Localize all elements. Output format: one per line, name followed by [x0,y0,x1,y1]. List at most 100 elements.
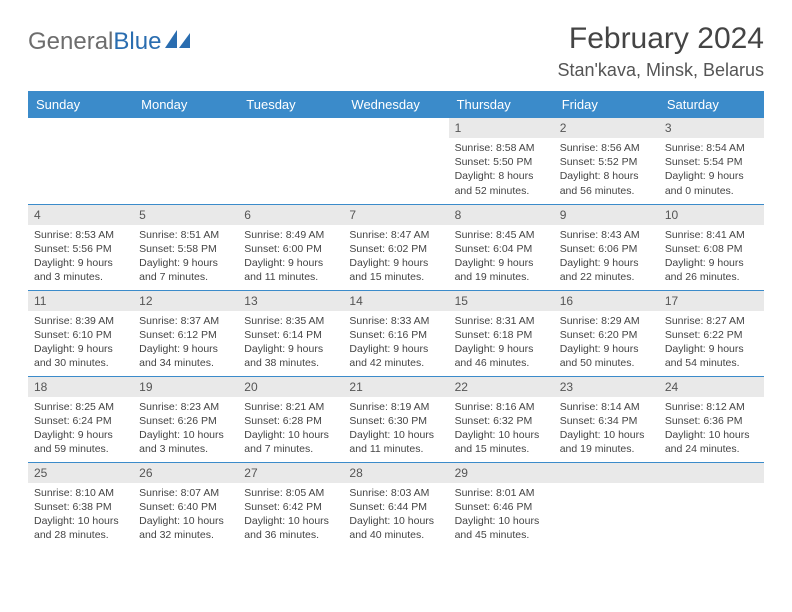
sunset-line: Sunset: 5:50 PM [455,155,548,169]
sunset-line: Sunset: 6:22 PM [665,328,758,342]
calendar-day: 13Sunrise: 8:35 AMSunset: 6:14 PMDayligh… [238,290,343,376]
sunset-line: Sunset: 6:10 PM [34,328,127,342]
sunrise-line: Sunrise: 8:49 AM [244,228,337,242]
day-details: Sunrise: 8:33 AMSunset: 6:16 PMDaylight:… [343,311,448,375]
sunset-line: Sunset: 6:14 PM [244,328,337,342]
daylight-line: Daylight: 9 hours and 30 minutes. [34,342,127,370]
day-details: Sunrise: 8:43 AMSunset: 6:06 PMDaylight:… [554,225,659,289]
day-number: 28 [343,463,448,483]
sunrise-line: Sunrise: 8:05 AM [244,486,337,500]
calendar-day: 23Sunrise: 8:14 AMSunset: 6:34 PMDayligh… [554,376,659,462]
day-details: Sunrise: 8:12 AMSunset: 6:36 PMDaylight:… [659,397,764,461]
daylight-line: Daylight: 8 hours and 56 minutes. [560,169,653,197]
day-details: Sunrise: 8:51 AMSunset: 5:58 PMDaylight:… [133,225,238,289]
weekday-header: Thursday [449,91,554,118]
sunrise-line: Sunrise: 8:56 AM [560,141,653,155]
weekday-header: Tuesday [238,91,343,118]
sunrise-line: Sunrise: 8:14 AM [560,400,653,414]
day-number: 16 [554,291,659,311]
sunset-line: Sunset: 6:28 PM [244,414,337,428]
day-number: 29 [449,463,554,483]
calendar-day: 21Sunrise: 8:19 AMSunset: 6:30 PMDayligh… [343,376,448,462]
sunset-line: Sunset: 6:46 PM [455,500,548,514]
day-details: Sunrise: 8:23 AMSunset: 6:26 PMDaylight:… [133,397,238,461]
day-number-empty [659,463,764,483]
sunrise-line: Sunrise: 8:16 AM [455,400,548,414]
calendar-day: 11Sunrise: 8:39 AMSunset: 6:10 PMDayligh… [28,290,133,376]
sunset-line: Sunset: 6:34 PM [560,414,653,428]
calendar-day: 9Sunrise: 8:43 AMSunset: 6:06 PMDaylight… [554,204,659,290]
calendar-day: 27Sunrise: 8:05 AMSunset: 6:42 PMDayligh… [238,462,343,548]
sunset-line: Sunset: 5:54 PM [665,155,758,169]
calendar-day: 8Sunrise: 8:45 AMSunset: 6:04 PMDaylight… [449,204,554,290]
sunset-line: Sunset: 6:06 PM [560,242,653,256]
sunset-line: Sunset: 6:16 PM [349,328,442,342]
day-number: 19 [133,377,238,397]
sunrise-line: Sunrise: 8:07 AM [139,486,232,500]
sunset-line: Sunset: 5:52 PM [560,155,653,169]
sunset-line: Sunset: 5:56 PM [34,242,127,256]
day-details: Sunrise: 8:54 AMSunset: 5:54 PMDaylight:… [659,138,764,202]
sunrise-line: Sunrise: 8:29 AM [560,314,653,328]
daylight-line: Daylight: 10 hours and 40 minutes. [349,514,442,542]
logo-sail-icon [165,30,191,55]
day-number: 27 [238,463,343,483]
calendar-day: 6Sunrise: 8:49 AMSunset: 6:00 PMDaylight… [238,204,343,290]
day-details: Sunrise: 8:29 AMSunset: 6:20 PMDaylight:… [554,311,659,375]
sunrise-line: Sunrise: 8:51 AM [139,228,232,242]
calendar-week: 18Sunrise: 8:25 AMSunset: 6:24 PMDayligh… [28,376,764,462]
daylight-line: Daylight: 9 hours and 54 minutes. [665,342,758,370]
day-number: 11 [28,291,133,311]
daylight-line: Daylight: 9 hours and 34 minutes. [139,342,232,370]
calendar-week: 11Sunrise: 8:39 AMSunset: 6:10 PMDayligh… [28,290,764,376]
daylight-line: Daylight: 9 hours and 46 minutes. [455,342,548,370]
day-details: Sunrise: 8:19 AMSunset: 6:30 PMDaylight:… [343,397,448,461]
day-number: 25 [28,463,133,483]
day-details: Sunrise: 8:37 AMSunset: 6:12 PMDaylight:… [133,311,238,375]
calendar-day: 7Sunrise: 8:47 AMSunset: 6:02 PMDaylight… [343,204,448,290]
calendar-day: 17Sunrise: 8:27 AMSunset: 6:22 PMDayligh… [659,290,764,376]
day-number: 8 [449,205,554,225]
sunrise-line: Sunrise: 8:23 AM [139,400,232,414]
weekday-header: Sunday [28,91,133,118]
daylight-line: Daylight: 9 hours and 15 minutes. [349,256,442,284]
daylight-line: Daylight: 8 hours and 52 minutes. [455,169,548,197]
sunset-line: Sunset: 6:20 PM [560,328,653,342]
sunrise-line: Sunrise: 8:41 AM [665,228,758,242]
day-details: Sunrise: 8:03 AMSunset: 6:44 PMDaylight:… [343,483,448,547]
sunset-line: Sunset: 6:00 PM [244,242,337,256]
sunset-line: Sunset: 6:26 PM [139,414,232,428]
calendar-day: 28Sunrise: 8:03 AMSunset: 6:44 PMDayligh… [343,462,448,548]
day-number: 22 [449,377,554,397]
calendar-day: 26Sunrise: 8:07 AMSunset: 6:40 PMDayligh… [133,462,238,548]
day-details: Sunrise: 8:53 AMSunset: 5:56 PMDaylight:… [28,225,133,289]
day-details: Sunrise: 8:05 AMSunset: 6:42 PMDaylight:… [238,483,343,547]
sunset-line: Sunset: 6:02 PM [349,242,442,256]
calendar-day: 24Sunrise: 8:12 AMSunset: 6:36 PMDayligh… [659,376,764,462]
sunset-line: Sunset: 6:04 PM [455,242,548,256]
calendar-day: 3Sunrise: 8:54 AMSunset: 5:54 PMDaylight… [659,118,764,204]
sunrise-line: Sunrise: 8:47 AM [349,228,442,242]
day-details: Sunrise: 8:58 AMSunset: 5:50 PMDaylight:… [449,138,554,202]
day-number: 13 [238,291,343,311]
day-number: 6 [238,205,343,225]
day-number: 4 [28,205,133,225]
calendar-header-row: SundayMondayTuesdayWednesdayThursdayFrid… [28,91,764,118]
day-number: 20 [238,377,343,397]
calendar-day: 18Sunrise: 8:25 AMSunset: 6:24 PMDayligh… [28,376,133,462]
weekday-header: Friday [554,91,659,118]
daylight-line: Daylight: 9 hours and 26 minutes. [665,256,758,284]
day-number: 1 [449,118,554,138]
daylight-line: Daylight: 10 hours and 36 minutes. [244,514,337,542]
day-details: Sunrise: 8:35 AMSunset: 6:14 PMDaylight:… [238,311,343,375]
sunset-line: Sunset: 6:12 PM [139,328,232,342]
day-number: 5 [133,205,238,225]
sunrise-line: Sunrise: 8:31 AM [455,314,548,328]
day-details: Sunrise: 8:07 AMSunset: 6:40 PMDaylight:… [133,483,238,547]
daylight-line: Daylight: 9 hours and 42 minutes. [349,342,442,370]
daylight-line: Daylight: 9 hours and 0 minutes. [665,169,758,197]
calendar-day-empty [659,462,764,548]
day-details: Sunrise: 8:39 AMSunset: 6:10 PMDaylight:… [28,311,133,375]
daylight-line: Daylight: 9 hours and 19 minutes. [455,256,548,284]
day-number: 3 [659,118,764,138]
